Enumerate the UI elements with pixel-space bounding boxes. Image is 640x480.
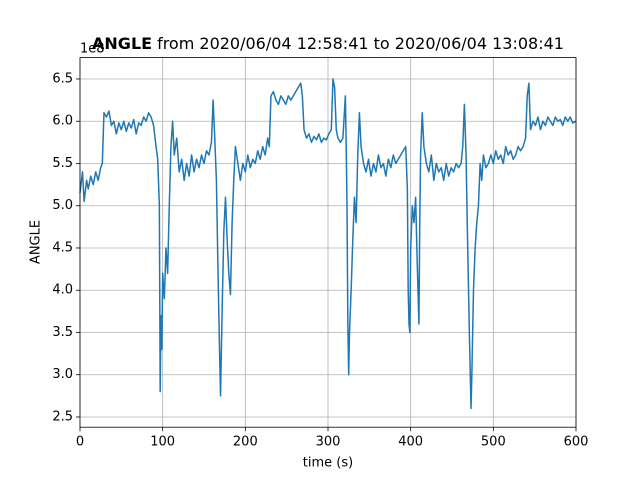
x-tick-label: 0	[76, 435, 84, 450]
y-tick-label: 5.0	[52, 198, 73, 213]
title-rest: from 2020/06/04 12:58:41 to 2020/06/04 1…	[157, 34, 564, 53]
plot-frame	[79, 57, 577, 428]
title-bold: ANGLE	[92, 34, 152, 53]
x-tick-label: 500	[481, 435, 506, 450]
y-offset-text: 1e8	[80, 42, 105, 57]
y-tick-label: 5.5	[52, 156, 73, 171]
data-line	[79, 78, 577, 410]
y-tick-label: 6.5	[52, 71, 73, 86]
y-tick-label: 2.5	[52, 409, 73, 424]
y-tick-label: 4.5	[52, 240, 73, 255]
y-tick-label: 3.5	[52, 325, 73, 340]
chart-title: ANGLE from 2020/06/04 12:58:41 to 2020/06…	[92, 34, 564, 53]
x-tick-label: 100	[150, 435, 175, 450]
x-axis-label: time (s)	[303, 456, 353, 471]
y-tick-label: 6.0	[52, 114, 73, 129]
y-tick-label: 3.0	[52, 367, 73, 382]
y-tick-label: 4.0	[52, 283, 73, 298]
x-tick-label: 400	[398, 435, 423, 450]
x-tick-label: 200	[233, 435, 258, 450]
x-tick-label: 300	[316, 435, 341, 450]
x-tick-label: 600	[564, 435, 589, 450]
y-axis-label: ANGLE	[29, 220, 44, 264]
